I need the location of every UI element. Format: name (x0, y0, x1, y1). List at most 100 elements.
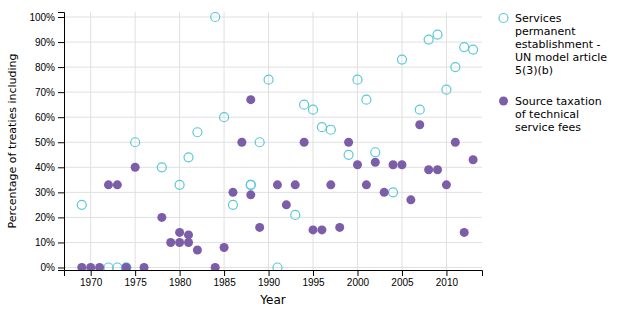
point (344, 150, 353, 159)
point (113, 180, 122, 189)
y-axis-title: Percentage of treaties including (6, 53, 19, 228)
x-tick: 1980 (169, 270, 192, 288)
x-tick: 1990 (258, 270, 281, 288)
y-tick-label: 20% (35, 212, 55, 223)
grid-line-y (64, 192, 482, 193)
point (237, 138, 246, 147)
x-tick-label: 1980 (169, 277, 192, 288)
x-tick: 2000 (347, 270, 370, 288)
point (397, 55, 406, 64)
point (335, 223, 344, 232)
point (433, 30, 442, 39)
x-tick-label: 2010 (436, 277, 459, 288)
x-tick: 1975 (125, 270, 148, 288)
point (77, 200, 86, 209)
x-tick-mark (446, 270, 447, 276)
point (451, 63, 460, 72)
point (371, 148, 380, 157)
series (77, 13, 477, 270)
point (362, 180, 371, 189)
point (246, 190, 255, 199)
point (469, 45, 478, 54)
y-tick-mark (58, 67, 64, 68)
point (264, 75, 273, 84)
point (220, 113, 229, 122)
point (353, 160, 362, 169)
point (122, 263, 131, 270)
grid-line-y (64, 242, 482, 243)
point (353, 75, 362, 84)
point (184, 153, 193, 162)
grid-line-x (90, 12, 91, 270)
point (184, 230, 193, 239)
y-axis: 0%10%20%30%40%50%60%70%80%90%100% (29, 12, 64, 273)
y-tick-mark (58, 42, 64, 43)
point (104, 263, 113, 270)
point (131, 163, 140, 172)
point (406, 195, 415, 204)
y-tick-label: 90% (35, 37, 55, 48)
x-tick-mark (269, 270, 270, 276)
y-tick-mark (58, 242, 64, 243)
point (309, 105, 318, 114)
point (246, 180, 255, 189)
grid-line-x (357, 12, 358, 270)
point (371, 158, 380, 167)
point (442, 180, 451, 189)
x-tick: 2005 (391, 270, 414, 288)
x-tick-mark (357, 270, 358, 276)
point (344, 138, 353, 147)
point (273, 180, 282, 189)
grid-line-y (64, 17, 482, 18)
y-tick-mark (58, 142, 64, 143)
point (300, 100, 309, 109)
x-tick: 2010 (436, 270, 459, 288)
x-tick: 1970 (80, 270, 103, 288)
point (228, 188, 237, 197)
point (246, 180, 255, 189)
chart: 1970197519801985199019952000200520100%10… (0, 0, 632, 312)
point (460, 43, 469, 52)
point (157, 163, 166, 172)
y-tick-mark (58, 192, 64, 193)
x-tick-label: 1985 (213, 277, 236, 288)
point (77, 263, 86, 270)
grid-line-y (64, 142, 482, 143)
y-tick-label: 30% (35, 187, 55, 198)
y-tick-label: 0% (41, 262, 56, 273)
point (246, 95, 255, 104)
point (291, 180, 300, 189)
y-tick: 20% (35, 212, 64, 223)
point (415, 105, 424, 114)
point (220, 243, 229, 252)
y-tick: 50% (35, 137, 64, 148)
point (255, 138, 264, 147)
point (140, 263, 149, 270)
legend: Servicespermanentestablishment -UN model… (499, 12, 607, 134)
point (451, 138, 460, 147)
y-tick: 10% (35, 237, 64, 248)
point (193, 245, 202, 254)
y-tick: 100% (29, 12, 64, 23)
x-axis-title: Year (259, 293, 285, 307)
point (389, 188, 398, 197)
y-tick: 90% (35, 37, 64, 48)
point (211, 13, 220, 22)
grid-line-x (401, 12, 402, 270)
x-tick-label: 1975 (125, 277, 148, 288)
y-tick-mark (58, 17, 64, 18)
point (300, 138, 309, 147)
grid-line-x (135, 12, 136, 270)
legend-label: Source taxationof technicalservice fees (515, 95, 602, 134)
grid-line-y (64, 42, 482, 43)
point (211, 263, 220, 270)
y-tick-label: 10% (35, 237, 55, 248)
y-tick: 40% (35, 162, 64, 173)
point (424, 165, 433, 174)
y-axis-line (58, 13, 65, 271)
y-tick: 0% (41, 262, 64, 273)
y-tick-mark (58, 167, 64, 168)
point (380, 188, 389, 197)
point (157, 213, 166, 222)
point (424, 35, 433, 44)
